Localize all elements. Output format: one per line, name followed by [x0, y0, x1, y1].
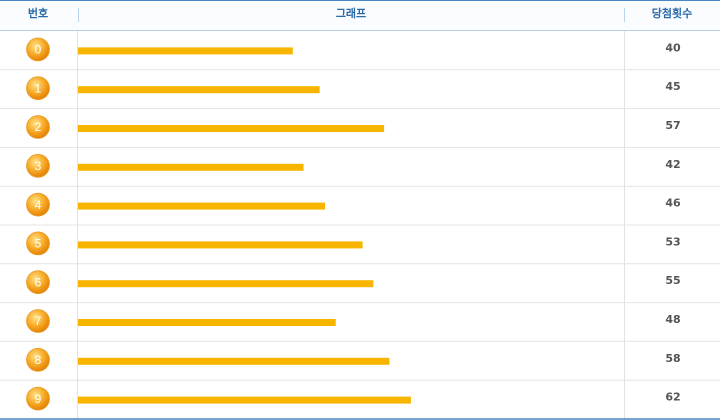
ball-icon	[26, 153, 50, 178]
ball-number: 0	[35, 43, 42, 57]
ball-number: 5	[35, 237, 42, 251]
ball-icon	[26, 231, 50, 256]
win-count: 42	[665, 158, 680, 171]
bar	[78, 241, 363, 249]
win-count: 57	[665, 119, 680, 132]
ball-number: 8	[35, 353, 42, 367]
ball-number: 2	[35, 120, 42, 134]
bar	[78, 125, 385, 132]
win-count: 40	[665, 41, 681, 54]
win-count: 55	[665, 274, 680, 287]
ball-icon	[26, 270, 50, 295]
bar	[78, 163, 304, 171]
ball-icon	[26, 309, 50, 333]
ball-number: 3	[35, 159, 42, 173]
ball-number: 4	[35, 198, 42, 212]
column-header: 당첨횟수	[652, 6, 692, 20]
header-row	[0, 0, 720, 30]
bar	[78, 396, 411, 404]
column-header: 그래프	[336, 6, 366, 20]
win-count: 48	[665, 313, 680, 326]
ball-icon	[26, 76, 50, 101]
ball-icon	[26, 347, 50, 372]
ball-icon	[26, 37, 50, 62]
bar	[78, 319, 336, 326]
ball-number: 9	[35, 392, 42, 406]
column-header: 번호	[28, 6, 48, 20]
ball-icon	[26, 192, 50, 217]
bar	[78, 202, 326, 210]
bar	[78, 357, 390, 365]
ball-number: 1	[35, 81, 42, 95]
bar	[78, 47, 293, 55]
win-count: 53	[665, 235, 680, 248]
ball-icon	[26, 386, 50, 411]
ball-icon	[26, 115, 50, 139]
win-count: 58	[665, 352, 680, 365]
ball-number: 6	[35, 275, 42, 289]
win-count: 46	[665, 197, 681, 210]
win-count: 62	[665, 391, 680, 404]
bar	[78, 86, 320, 94]
bar	[78, 280, 374, 288]
win-count: 45	[665, 80, 680, 93]
ball-number: 7	[35, 314, 42, 328]
